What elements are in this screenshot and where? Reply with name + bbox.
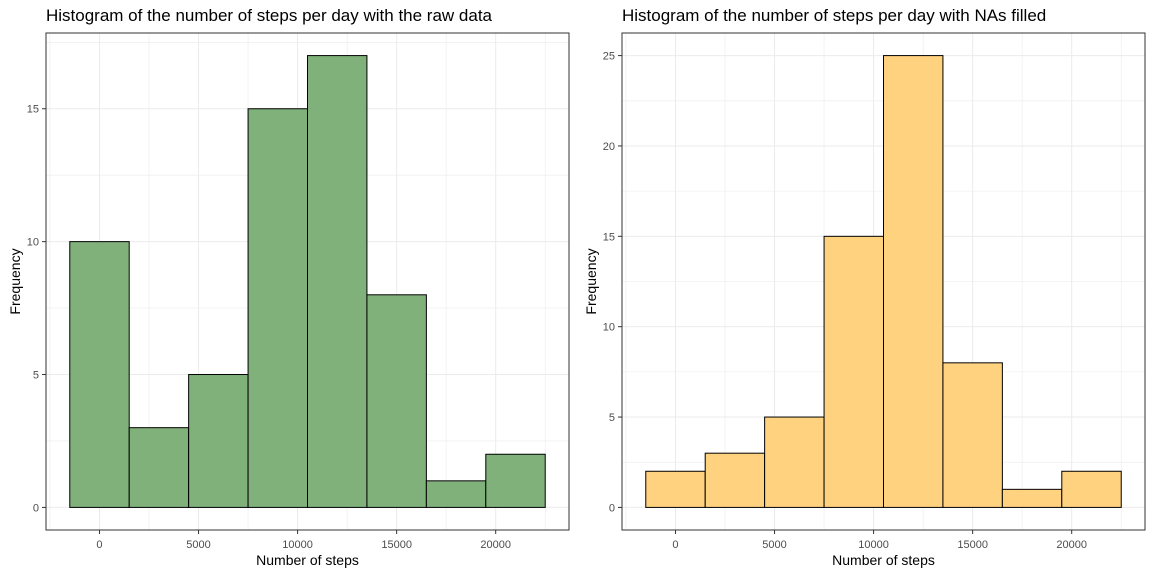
x-axis-ticks: 0 5000 10000 15000 20000 bbox=[96, 530, 511, 551]
y-tick-label: 10 bbox=[603, 322, 615, 334]
histogram-bar bbox=[823, 235, 884, 508]
x-tick-label: 0 bbox=[672, 539, 678, 551]
left-histogram-svg: 0 5000 10000 15000 20000 0 5 10 15 Number of step… bbox=[7, 32, 570, 568]
x-tick-label: 5000 bbox=[762, 539, 786, 551]
x-tick-label: 10000 bbox=[282, 539, 313, 551]
y-axis-ticks: 0 5 10 15 20 25 bbox=[603, 51, 622, 514]
y-tick-label: 0 bbox=[33, 502, 39, 514]
y-tick-label: 20 bbox=[603, 141, 615, 153]
plot-border bbox=[45, 32, 570, 531]
y-tick-label: 5 bbox=[609, 412, 615, 424]
x-tick-label: 0 bbox=[96, 539, 102, 551]
y-tick-label: 5 bbox=[33, 370, 39, 382]
histogram-bar bbox=[883, 55, 944, 508]
histogram-bar bbox=[1061, 470, 1122, 508]
histogram-bar bbox=[485, 453, 546, 508]
left-histogram-panel: Histogram of the number of steps per day… bbox=[7, 6, 570, 568]
histogram-bars bbox=[69, 55, 546, 508]
y-tick-label: 0 bbox=[609, 502, 615, 514]
histogram-bar bbox=[307, 55, 368, 508]
y-tick-label: 10 bbox=[27, 237, 39, 249]
plot-border bbox=[621, 32, 1146, 531]
x-tick-label: 10000 bbox=[858, 539, 889, 551]
right-histogram-svg: 0 5000 10000 15000 20000 0 5 10 15 20 25 Number of … bbox=[583, 32, 1146, 568]
histogram-bar bbox=[366, 294, 427, 508]
right-histogram-panel: Histogram of the number of steps per day… bbox=[576, 0, 1152, 576]
y-axis-ticks: 0 5 10 15 bbox=[27, 104, 46, 514]
y-tick-label: 15 bbox=[603, 231, 615, 243]
histogram-bar bbox=[425, 480, 487, 508]
histogram-bar bbox=[704, 452, 766, 508]
y-tick-label: 25 bbox=[603, 51, 615, 63]
x-tick-label: 5000 bbox=[186, 539, 210, 551]
x-axis-label: Number of steps bbox=[832, 552, 935, 568]
histogram-bar bbox=[188, 374, 249, 508]
histogram-bar bbox=[128, 427, 190, 508]
histogram-bar bbox=[645, 470, 706, 508]
x-axis-ticks: 0 5000 10000 15000 20000 bbox=[672, 530, 1087, 551]
x-tick-label: 20000 bbox=[480, 539, 511, 551]
right-chart-title: Histogram of the number of steps per day… bbox=[622, 6, 1047, 25]
histogram-bar bbox=[1001, 488, 1063, 508]
left-chart-title: Histogram of the number of steps per day… bbox=[46, 6, 493, 25]
y-axis-label: Frequency bbox=[7, 248, 23, 314]
x-axis-label: Number of steps bbox=[256, 552, 359, 568]
x-tick-label: 15000 bbox=[957, 539, 988, 551]
x-tick-label: 20000 bbox=[1056, 539, 1087, 551]
histogram-bar bbox=[247, 108, 308, 508]
x-tick-label: 15000 bbox=[381, 539, 412, 551]
y-axis-label: Frequency bbox=[583, 248, 599, 314]
y-tick-label: 15 bbox=[27, 104, 39, 116]
histogram-bars bbox=[645, 55, 1122, 508]
histogram-bar bbox=[942, 362, 1003, 508]
histogram-bar bbox=[69, 241, 130, 508]
histogram-bar bbox=[764, 416, 825, 508]
